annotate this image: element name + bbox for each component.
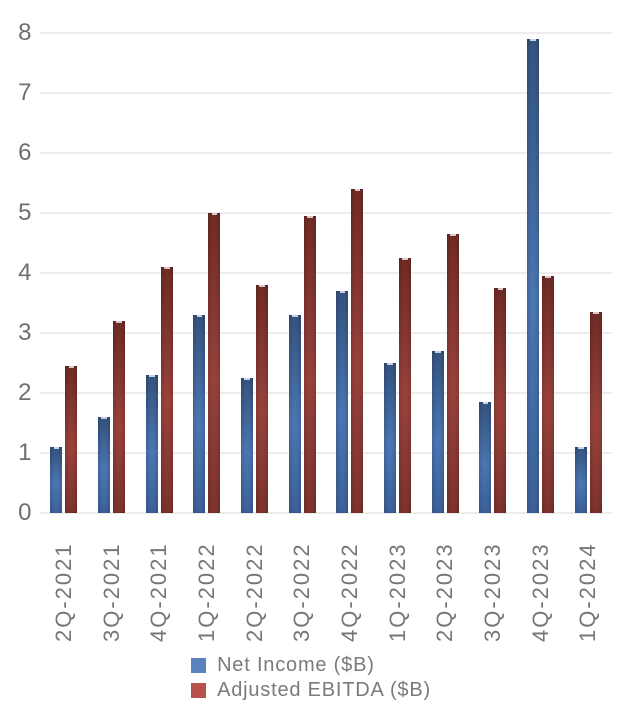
x-tick-label-4q-2021: 4Q-2021 [146, 542, 172, 642]
x-tick-label-3q-2022: 3Q-2022 [289, 542, 315, 642]
legend: Net Income ($B) Adjusted EBITDA ($B) [0, 654, 622, 701]
gridline-2 [40, 392, 612, 394]
gridline-0 [40, 512, 612, 514]
gridline-8 [40, 32, 612, 34]
x-tick-label-4q-2023: 4Q-2023 [527, 542, 553, 642]
net-income-bar-1q-2022 [193, 315, 206, 513]
net-income-bar-4q-2022 [336, 291, 349, 513]
y-tick-label-2: 2 [18, 379, 32, 406]
x-axis-labels: 2Q-2021 3Q-2021 4Q-2021 1Q-2022 2Q-2022 3Q-20… [40, 520, 612, 652]
net-income-bar-2q-2022 [241, 378, 254, 513]
net-income-bar-3q-2021 [98, 417, 110, 513]
x-axis-cell-1q-2022: 1Q-2022 [183, 520, 231, 652]
bar-group-4q-2023 [517, 33, 565, 513]
x-axis-cell-3q-2022: 3Q-2022 [278, 520, 326, 652]
net-income-bar-1q-2023 [384, 363, 397, 513]
net-income-legend-label: Net Income ($B) [217, 654, 375, 676]
adjusted-ebitda-bar-3q-2022 [303, 216, 316, 513]
bar-group-1q-2023 [374, 33, 422, 513]
bar-group-4q-2021 [135, 33, 183, 513]
bar-group-2q-2023 [421, 33, 469, 513]
bar-group-2q-2022 [231, 33, 279, 513]
net-income-bar-2q-2021 [50, 447, 63, 513]
adjusted-ebitda-bar-4q-2021 [160, 267, 173, 513]
y-tick-label-6: 6 [18, 139, 32, 166]
x-axis-cell-1q-2023: 1Q-2023 [374, 520, 422, 652]
x-tick-label-2q-2023: 2Q-2023 [432, 542, 458, 642]
adjusted-ebitda-legend-label: Adjusted EBITDA ($B) [217, 679, 431, 701]
gridline-1 [40, 452, 612, 454]
x-axis-cell-4q-2021: 4Q-2021 [135, 520, 183, 652]
y-tick-label-1: 1 [18, 439, 32, 466]
gridline-4 [40, 272, 612, 274]
adjusted-ebitda-bar-1q-2023 [399, 258, 412, 513]
net-income-bar-4q-2023 [527, 39, 540, 513]
plot-area [40, 33, 612, 513]
x-axis-cell-2q-2023: 2Q-2023 [421, 520, 469, 652]
legend-items: Net Income ($B) Adjusted EBITDA ($B) [191, 654, 431, 701]
adjusted-ebitda-legend-swatch [191, 682, 207, 698]
x-axis-cell-3q-2021: 3Q-2021 [88, 520, 136, 652]
x-tick-label-1q-2024: 1Q-2024 [575, 542, 601, 642]
x-axis-cell-4q-2022: 4Q-2022 [326, 520, 374, 652]
x-axis-cell-2q-2021: 2Q-2021 [40, 520, 88, 652]
net-income-legend-swatch [191, 657, 207, 673]
net-income-bar-3q-2022 [288, 315, 301, 513]
gridline-7 [40, 92, 612, 94]
gridline-5 [40, 212, 612, 214]
x-tick-label-3q-2023: 3Q-2023 [479, 542, 505, 642]
adjusted-ebitda-bar-2q-2023 [446, 234, 459, 513]
x-tick-label-4q-2022: 4Q-2022 [336, 542, 362, 642]
bar-group-1q-2024 [564, 33, 612, 513]
x-tick-label-1q-2023: 1Q-2023 [384, 542, 410, 642]
y-tick-label-5: 5 [18, 199, 32, 226]
y-tick-label-0: 0 [18, 499, 32, 526]
x-axis-cell-3q-2023: 3Q-2023 [469, 520, 517, 652]
adjusted-ebitda-bar-1q-2024 [589, 312, 602, 513]
bar-group-3q-2021 [88, 33, 136, 513]
adjusted-ebitda-bar-1q-2022 [208, 213, 221, 513]
gridline-6 [40, 152, 612, 154]
x-axis-cell-4q-2023: 4Q-2023 [517, 520, 565, 652]
x-axis-cell-1q-2024: 1Q-2024 [564, 520, 612, 652]
x-tick-label-2q-2021: 2Q-2021 [50, 542, 76, 642]
bar-group-3q-2022 [278, 33, 326, 513]
bar-group-4q-2022 [326, 33, 374, 513]
x-axis-cell-2q-2022: 2Q-2022 [231, 520, 279, 652]
adjusted-ebitda-bar-2q-2021 [65, 366, 78, 513]
adjusted-ebitda-bar-3q-2021 [113, 321, 125, 513]
y-tick-label-4: 4 [18, 259, 32, 286]
gridline-3 [40, 332, 612, 334]
net-income-bar-1q-2024 [574, 447, 587, 513]
y-tick-label-8: 8 [18, 19, 32, 46]
bar-group-2q-2021 [40, 33, 88, 513]
bar-group-1q-2022 [183, 33, 231, 513]
x-tick-label-3q-2021: 3Q-2021 [98, 542, 124, 642]
adjusted-ebitda-bar-4q-2023 [542, 276, 555, 513]
adjusted-ebitda-bar-4q-2022 [351, 189, 364, 513]
adjusted-ebitda-bar-2q-2022 [256, 285, 269, 513]
net-income-bar-3q-2023 [479, 402, 492, 513]
adjusted-ebitda-bar-3q-2023 [494, 288, 507, 513]
y-tick-label-7: 7 [18, 79, 32, 106]
net-income-bar-2q-2023 [431, 351, 444, 513]
y-tick-label-3: 3 [18, 319, 32, 346]
legend-item-adjusted-ebitda: Adjusted EBITDA ($B) [191, 679, 431, 701]
legend-item-net-income: Net Income ($B) [191, 654, 375, 676]
bar-group-3q-2023 [469, 33, 517, 513]
net-income-bar-4q-2021 [145, 375, 158, 513]
x-tick-label-1q-2022: 1Q-2022 [193, 542, 219, 642]
x-tick-label-2q-2022: 2Q-2022 [241, 542, 267, 642]
